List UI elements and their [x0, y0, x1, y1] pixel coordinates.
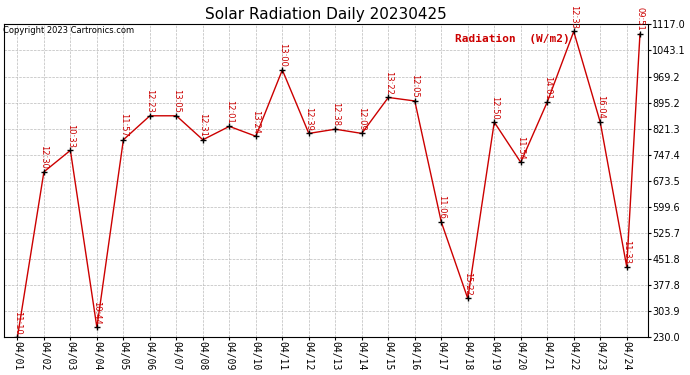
Text: 16:04: 16:04	[595, 96, 604, 119]
Text: 11:54: 11:54	[516, 136, 525, 160]
Text: 11:33: 11:33	[622, 240, 631, 264]
Text: 11:57: 11:57	[119, 113, 128, 137]
Text: 13:00: 13:00	[278, 43, 287, 67]
Text: 12:23: 12:23	[146, 89, 155, 113]
Text: 12:38: 12:38	[331, 102, 339, 126]
Text: Radiation  (W/m2): Radiation (W/m2)	[455, 34, 569, 44]
Text: 13:05: 13:05	[172, 89, 181, 113]
Text: Copyright 2023 Cartronics.com: Copyright 2023 Cartronics.com	[3, 26, 135, 35]
Text: 12:50: 12:50	[490, 96, 499, 119]
Text: 10:44: 10:44	[92, 301, 101, 325]
Text: 12:39: 12:39	[304, 107, 313, 130]
Text: 12:05: 12:05	[411, 75, 420, 98]
Text: 15:22: 15:22	[463, 272, 472, 296]
Text: 11:10: 11:10	[13, 311, 22, 334]
Title: Solar Radiation Daily 20230425: Solar Radiation Daily 20230425	[205, 7, 447, 22]
Text: 14:01: 14:01	[543, 75, 552, 99]
Text: 13:24: 13:24	[251, 110, 260, 134]
Text: 12:30: 12:30	[39, 145, 48, 169]
Text: 12:31: 12:31	[198, 113, 208, 137]
Text: 12:33: 12:33	[569, 5, 578, 29]
Text: 10:33: 10:33	[66, 124, 75, 148]
Text: 11:06: 11:06	[437, 195, 446, 219]
Text: 09:51: 09:51	[635, 8, 644, 31]
Text: 12:01: 12:01	[225, 100, 234, 124]
Text: 13:22: 13:22	[384, 71, 393, 94]
Text: 12:09: 12:09	[357, 107, 366, 130]
